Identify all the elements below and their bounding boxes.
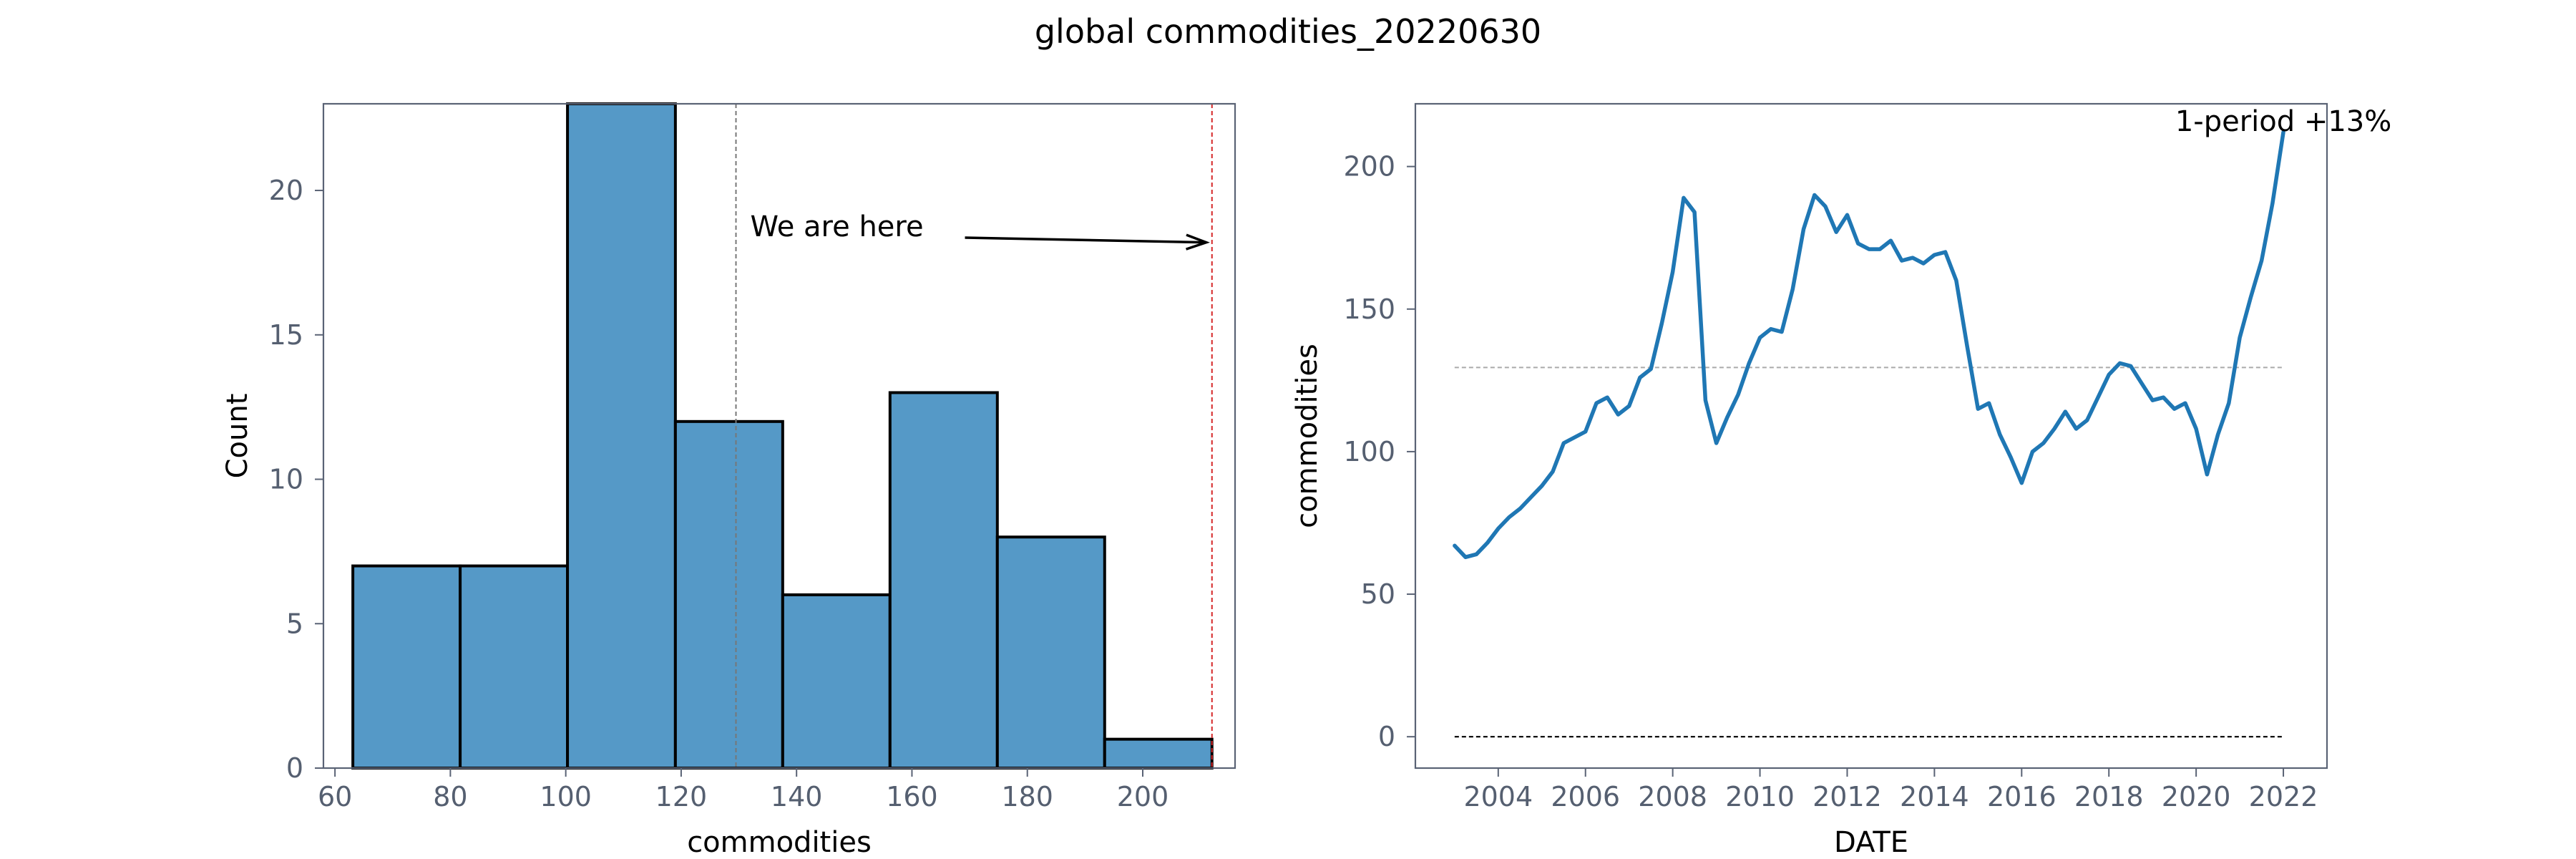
line-y-axis: 0 50 100 150 200 [1343, 151, 1415, 752]
histogram-x-tick-label: 60 [318, 781, 352, 812]
line-x-tick-label: 2022 [2249, 781, 2318, 812]
histogram-y-tick-label: 10 [269, 464, 303, 495]
histogram-bar [459, 564, 570, 770]
line-x-axis: 2004 2006 2008 2010 2012 2014 2016 2018 2020 2022 [1463, 768, 2318, 812]
we-are-here-arrow-head [1185, 233, 1210, 251]
histogram-x-tick-label: 120 [655, 781, 708, 812]
line-x-tick-label: 2018 [2074, 781, 2144, 812]
histogram-reference-lines [735, 104, 1213, 768]
line-x-tick-label: 2006 [1551, 781, 1620, 812]
period-change-annotation: 1-period +13% [2175, 105, 2391, 138]
histogram-bar [1103, 737, 1214, 770]
line-x-tick-label: 2004 [1463, 781, 1533, 812]
line-plot-frame [1414, 102, 2328, 770]
line-y-tick-label: 100 [1343, 436, 1395, 467]
histogram-bar [781, 593, 892, 770]
line-y-tick-label: 150 [1343, 293, 1395, 325]
line-panel: 2004 2006 2008 2010 2012 2014 2016 2018 2020 2022… [1291, 102, 2391, 859]
line-x-tick-label: 2020 [2162, 781, 2231, 812]
series-line-commodities [1453, 130, 2285, 560]
histogram-annotation: We are here [751, 210, 1210, 251]
histogram-x-tick-label: 200 [1117, 781, 1169, 812]
line-reference-lines [1454, 367, 2284, 738]
histogram-x-tick-label: 140 [771, 781, 823, 812]
histogram-bar [566, 102, 677, 770]
histogram-bars [351, 102, 1214, 770]
we-are-here-arrow-shaft [965, 236, 1206, 244]
histogram-y-tick-label: 20 [269, 175, 303, 206]
histogram-y-axis: 0 5 10 15 20 [269, 175, 323, 784]
histogram-x-axis: 60 80 100 120 140 160 180 200 [318, 768, 1169, 812]
line-x-axis-label: DATE [1834, 826, 1908, 859]
line-x-tick-label: 2016 [1987, 781, 2057, 812]
histogram-x-tick-label: 100 [540, 781, 592, 812]
line-x-tick-label: 2010 [1725, 781, 1795, 812]
line-y-tick-label: 200 [1343, 151, 1395, 183]
line-y-tick-label: 50 [1361, 578, 1395, 610]
histogram-y-axis-label: Count [221, 394, 254, 479]
histogram-bar [673, 419, 784, 770]
we-are-here-label: We are here [751, 210, 924, 243]
histogram-plot-frame [322, 102, 1236, 770]
histogram-x-axis-label: commodities [687, 826, 872, 859]
histogram-bar [995, 535, 1106, 770]
histogram-panel: We are here 60 80 100 120 140 160 180 200 0 5 10 1… [221, 102, 1236, 859]
line-x-tick-label: 2014 [1900, 781, 1969, 812]
histogram-bar [351, 564, 462, 770]
histogram-x-tick-label: 180 [1001, 781, 1053, 812]
histogram-y-tick-label: 15 [269, 319, 303, 351]
line-y-axis-label: commodities [1291, 344, 1324, 528]
histogram-bar [888, 391, 999, 770]
figure-title: global commodities_20220630 [1035, 12, 1541, 51]
line-y-tick-label: 0 [1378, 721, 1395, 752]
histogram-x-tick-label: 160 [886, 781, 938, 812]
histogram-x-tick-label: 80 [433, 781, 467, 812]
line-x-tick-label: 2012 [1813, 781, 1882, 812]
histogram-y-tick-label: 5 [286, 608, 303, 639]
line-x-tick-label: 2008 [1638, 781, 1707, 812]
histogram-y-tick-label: 0 [286, 752, 303, 784]
